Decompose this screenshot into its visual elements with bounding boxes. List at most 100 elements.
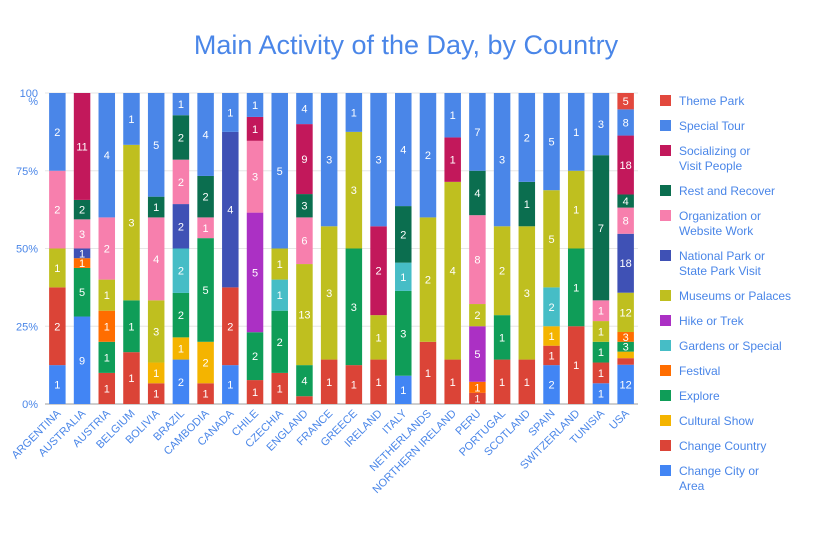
data-label-portugal-special-tour: 3 — [499, 155, 505, 167]
bar-northern-ireland-socializing-or-visit-people — [444, 137, 461, 182]
bar-scotland-museums-or-palaces — [518, 226, 536, 360]
legend-item-change-country: Change Country — [660, 439, 766, 453]
legend-swatch-museums-or-palaces — [660, 290, 671, 301]
data-label-brazil-special-tour: 1 — [178, 99, 184, 111]
data-label-spain-gardens-or-special: 2 — [548, 302, 554, 314]
legend-swatch-hike-or-trek — [660, 315, 671, 326]
bar-stack-usa: 12 33 12 18 8 4 18 8 5 — [617, 93, 634, 404]
bar-scotland-rest-and-recover — [518, 181, 536, 227]
legend-label-hike-or-trek: Hike or Trek — [679, 314, 745, 328]
data-label-brazil-gardens-or-special: 2 — [178, 266, 184, 278]
data-label-usa-rest-and-recover: 4 — [623, 196, 629, 208]
bar-australia-national-park-or-state-park-visit — [73, 248, 91, 259]
data-label-usa-explore: 3 — [623, 342, 629, 354]
data-label-bolivia-cultural-show: 1 — [153, 368, 159, 380]
data-label-england-explore: 4 — [301, 376, 307, 388]
bar-stack-belgium: 1 1 3 1 — [123, 93, 140, 404]
y-axis-ticks: 0% 25% 50% 75% 100% — [16, 88, 38, 411]
bar-cambodia-cultural-show — [197, 341, 214, 384]
data-label-cambodia-explore: 5 — [203, 285, 209, 297]
bar-northern-ireland-special-tour — [444, 93, 461, 138]
legend-label-explore: Explore — [679, 389, 720, 403]
bar-bolivia-organization-or-website-work — [147, 217, 165, 301]
data-label-france-museums-or-palaces: 3 — [326, 288, 332, 300]
data-label-brazil-organization-or-website-work: 2 — [178, 177, 184, 189]
legend-item-explore: Explore — [660, 389, 720, 403]
data-label-peru-organization-or-website-work: 8 — [474, 255, 480, 267]
data-label-greece-museums-or-palaces: 3 — [351, 185, 357, 197]
bar-bolivia-rest-and-recover — [147, 196, 165, 218]
data-label-england-museums-or-palaces: 13 — [298, 310, 310, 322]
bar-usa-national-park-or-state-park-visit — [617, 233, 634, 293]
bar-tunisia-special-tour — [592, 93, 610, 156]
bar-brazil-rest-and-recover — [172, 115, 190, 160]
bar-northern-ireland-museums-or-palaces — [444, 181, 461, 360]
bar-stack-england: 4 13 6 3 9 4 — [296, 93, 313, 404]
bar-brazil-organization-or-website-work — [172, 159, 190, 205]
bar-switzerland-explore — [567, 248, 585, 327]
bar-stack-chile: 1 2 5 3 1 1 — [246, 93, 264, 404]
legend-swatch-festival — [660, 365, 671, 376]
bar-italy-rest-and-recover — [395, 206, 412, 263]
bar-peru-museums-or-palaces — [469, 304, 486, 327]
bar-stack-bolivia: 1 1 3 4 1 5 — [147, 93, 165, 404]
bar-brazil-cultural-show — [172, 337, 190, 360]
data-label-austria-special-tour: 4 — [104, 150, 110, 162]
data-label-ireland-socializing-or-visit-people: 2 — [376, 266, 382, 278]
data-label-brazil-rest-and-recover: 2 — [178, 132, 184, 144]
bar-ireland-socializing-or-visit-people — [370, 226, 387, 316]
legend-swatch-socializing-or-visit-people — [660, 145, 671, 156]
data-label-tunisia-explore: 1 — [598, 347, 604, 359]
bar-belgium-change-country — [123, 352, 140, 404]
legend-swatch-national-park-or-state-park-visit — [660, 250, 671, 261]
data-label-austria-organization-or-website-work: 2 — [104, 244, 110, 256]
data-label-peru-rest-and-recover: 4 — [474, 188, 480, 200]
legend: Theme Park Special Tour Socializing or Visi… — [660, 94, 791, 493]
bar-bolivia-museums-or-palaces — [147, 300, 165, 363]
data-label-greece-special-tour: 1 — [351, 107, 357, 119]
bar-tunisia-explore — [592, 341, 610, 363]
bar-argentina-change-country — [49, 287, 66, 366]
bar-netherlands-change-country — [419, 341, 437, 404]
bar-belgium-museums-or-palaces — [123, 144, 140, 301]
data-label-greece-explore: 3 — [351, 302, 357, 314]
bar-stack-northern-ireland: 1 4 1 1 — [444, 93, 461, 404]
bar-brazil-gardens-or-special — [172, 248, 190, 293]
data-label-cambodia-change-country: 1 — [203, 389, 209, 401]
data-label-spain-museums-or-palaces: 5 — [548, 234, 554, 246]
bar-belgium-special-tour — [123, 93, 140, 145]
bar-england-museums-or-palaces — [296, 264, 313, 366]
data-label-northern-ireland-socializing-or-visit-people: 1 — [450, 155, 456, 167]
data-label-switzerland-museums-or-palaces: 1 — [573, 205, 579, 217]
data-label-tunisia-rest-and-recover: 7 — [598, 223, 604, 235]
data-label-northern-ireland-change-country: 1 — [450, 377, 456, 389]
legend-label-gardens-or-special: Gardens or Special — [679, 339, 782, 353]
bar-usa-socializing-or-visit-people — [617, 135, 634, 195]
bar-australia-festival — [73, 258, 91, 268]
bar-scotland-change-country — [518, 359, 536, 404]
bar-ireland-museums-or-palaces — [370, 315, 387, 360]
bar-cambodia-change-country — [197, 383, 214, 404]
bar-greece-change-country — [345, 365, 363, 404]
data-label-switzerland-change-country: 1 — [573, 360, 579, 372]
data-label-peru-change-country: 1 — [474, 393, 480, 405]
bar-england-rest-and-recover — [296, 194, 313, 218]
bar-northern-ireland-change-country — [444, 359, 461, 404]
bar-usa-rest-and-recover — [617, 194, 634, 208]
bar-australia-rest-and-recover — [73, 199, 91, 220]
legend-item-theme-park: Theme Park — [660, 94, 745, 108]
data-label-austria-change-country: 1 — [104, 383, 110, 395]
bar-belgium-explore — [123, 300, 140, 353]
chart-title: Main Activity of the Day, by Country — [194, 30, 619, 60]
bar-tunisia-change-country — [592, 362, 610, 384]
bar-peru-hike-or-trek — [469, 326, 486, 382]
bar-argentina-change-city-or-area — [49, 365, 66, 404]
data-label-brazil-national-park-or-state-park-visit: 2 — [178, 221, 184, 233]
data-label-peru-museums-or-palaces: 2 — [474, 310, 480, 322]
bar-usa-cultural-show — [617, 351, 634, 359]
legend-item-cultural-show: Cultural Show — [660, 414, 754, 428]
data-label-england-rest-and-recover: 3 — [301, 201, 307, 213]
data-label-brazil-cultural-show: 1 — [178, 343, 184, 355]
data-label-northern-ireland-museums-or-palaces: 4 — [450, 266, 456, 278]
legend-label-festival: Festival — [679, 364, 720, 378]
